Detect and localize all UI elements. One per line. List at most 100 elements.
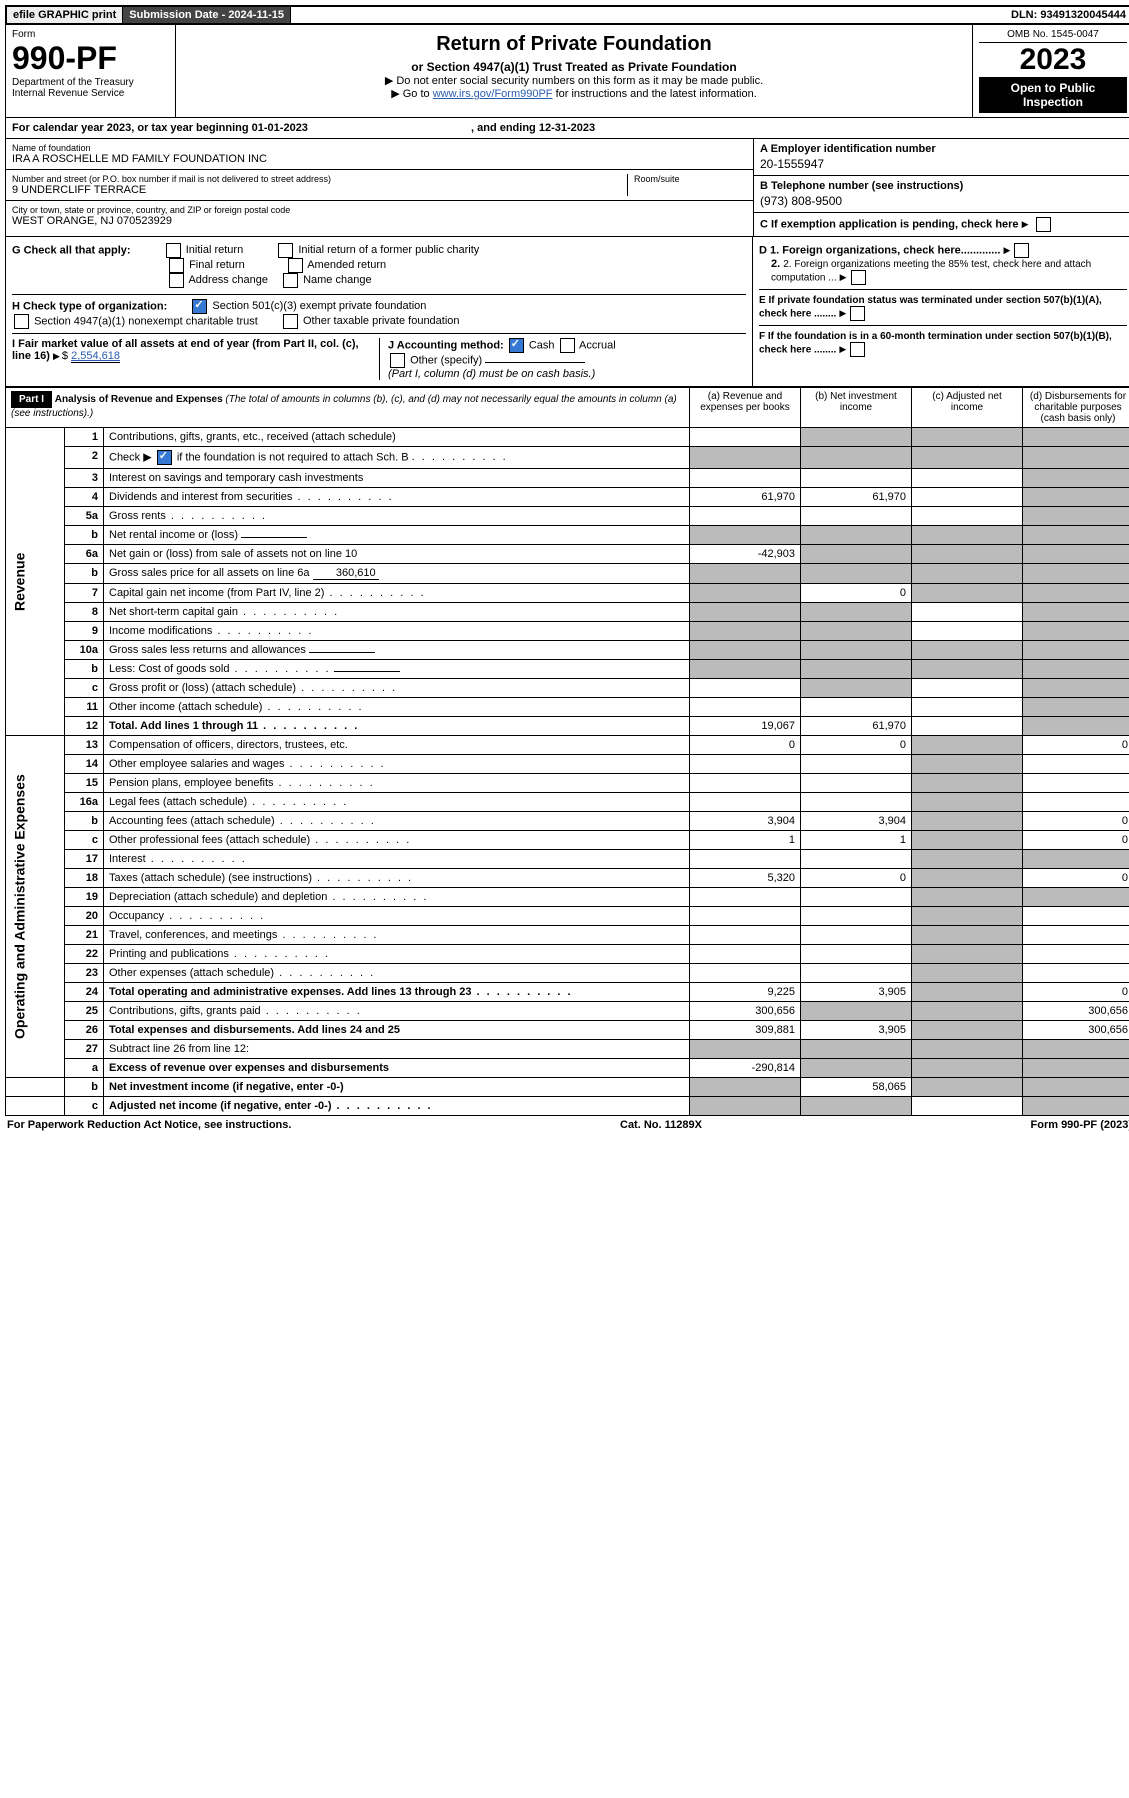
arrow-icon [1022,218,1031,230]
h-label: H Check type of organization: [12,300,167,312]
f-checkbox[interactable] [850,342,865,357]
row-26: 26Total expenses and disbursements. Add … [6,1021,1129,1040]
j-label: J Accounting method: [388,339,504,351]
col-a-header: (a) Revenue and expenses per books [690,388,801,428]
calendar-year-row: For calendar year 2023, or tax year begi… [5,118,1129,139]
phone-block: B Telephone number (see instructions) (9… [754,176,1129,213]
g-amended: Amended return [307,259,386,271]
initial-former-checkbox[interactable] [278,243,293,258]
initial-checkbox[interactable] [166,243,181,258]
accrual-checkbox[interactable] [560,338,575,353]
row-5a: 5aGross rents [6,507,1129,526]
row-1: Revenue1Contributions, gifts, grants, et… [6,428,1129,447]
r26-d: 300,656 [1023,1021,1129,1040]
addr-change-checkbox[interactable] [169,273,184,288]
r24-d: 0 [1023,983,1129,1002]
phone-value: (973) 808-9500 [760,192,1127,208]
r27b-b: 58,065 [801,1078,912,1097]
r27-desc: Subtract line 26 from line 12: [104,1040,690,1059]
schb-checkbox[interactable] [157,450,172,465]
fmv-value[interactable]: 2,554,618 [71,350,120,363]
cal-begin: 01-01-2023 [252,122,308,134]
r20-desc: Occupancy [109,910,164,922]
r27b-desc: Net investment income (if negative, ente… [104,1078,690,1097]
r7-desc: Capital gain net income (from Part IV, l… [109,587,324,599]
name-change-checkbox[interactable] [283,273,298,288]
row-27a: aExcess of revenue over expenses and dis… [6,1059,1129,1078]
arrow-icon [840,271,849,283]
row-19: 19Depreciation (attach schedule) and dep… [6,888,1129,907]
r27c-desc: Adjusted net income (if negative, enter … [109,1100,331,1112]
row-7: 7Capital gain net income (from Part IV, … [6,584,1129,603]
r16b-b: 3,904 [801,812,912,831]
efile-label[interactable]: efile GRAPHIC print [7,7,123,23]
addr-label: Number and street (or P.O. box number if… [12,174,627,184]
form990pf-link[interactable]: www.irs.gov/Form990PF [433,88,553,100]
amended-checkbox[interactable] [288,258,303,273]
row-10c: cGross profit or (loss) (attach schedule… [6,679,1129,698]
final-checkbox[interactable] [169,258,184,273]
other-tax-checkbox[interactable] [283,314,298,329]
r14-desc: Other employee salaries and wages [109,758,284,770]
c-checkbox[interactable] [1036,217,1051,232]
r2-post: if the foundation is not required to att… [177,451,409,463]
row-15: 15Pension plans, employee benefits [6,774,1129,793]
f-label: F If the foundation is in a 60-month ter… [759,331,1112,355]
h-row: H Check type of organization: Section 50… [12,294,746,329]
note-1: ▶ Do not enter social security numbers o… [182,74,966,87]
g-initial: Initial return [186,244,243,256]
r25-a: 300,656 [690,1002,801,1021]
j-other: Other (specify) [410,354,482,366]
phone-label: B Telephone number (see instructions) [760,180,1127,192]
other-method-checkbox[interactable] [390,353,405,368]
r7-b: 0 [801,584,912,603]
r17-desc: Interest [109,853,146,865]
r18-a: 5,320 [690,869,801,888]
501c3-checkbox[interactable] [192,299,207,314]
r2-desc: Check ▶ if the foundation is not require… [104,447,690,469]
r12-b: 61,970 [801,717,912,736]
part1-table: Part I Analysis of Revenue and Expenses … [5,387,1129,1116]
d1-checkbox[interactable] [1014,243,1029,258]
part1-title: Analysis of Revenue and Expenses [55,394,223,405]
r23-desc: Other expenses (attach schedule) [109,967,274,979]
dln: DLN: 93491320045444 [1005,7,1129,23]
e-checkbox[interactable] [850,306,865,321]
cal-mid: , and ending [471,122,539,134]
r16a-desc: Legal fees (attach schedule) [109,796,247,808]
footer-mid: Cat. No. 11289X [620,1119,702,1131]
form-number: 990-PF [12,40,169,77]
j-note: (Part I, column (d) must be on cash basi… [388,368,595,380]
r13-d: 0 [1023,736,1129,755]
row-3: 3Interest on savings and temporary cash … [6,469,1129,488]
r16c-d: 0 [1023,831,1129,850]
row-11: 11Other income (attach schedule) [6,698,1129,717]
r16b-a: 3,904 [690,812,801,831]
row-27: 27Subtract line 26 from line 12: [6,1040,1129,1059]
4947-checkbox[interactable] [14,314,29,329]
d-e-f-block: D 1. Foreign organizations, check here..… [753,237,1129,386]
row-9: 9Income modifications [6,622,1129,641]
cal-pre: For calendar year 2023, or tax year begi… [12,122,252,134]
d2-checkbox[interactable] [851,270,866,285]
j-accrual: Accrual [579,339,616,351]
top-bar: efile GRAPHIC print Submission Date - 20… [5,5,1129,25]
r2-pre: Check ▶ [109,451,152,463]
i-j-row: I Fair market value of all assets at end… [12,333,746,380]
title-block: Return of Private Foundation or Section … [176,25,973,117]
r24-b: 3,905 [801,983,912,1002]
r26-desc: Total expenses and disbursements. Add li… [104,1021,690,1040]
info-right: A Employer identification number 20-1555… [753,139,1129,236]
d1-row: D 1. Foreign organizations, check here..… [759,243,1127,258]
g-final: Final return [189,259,245,271]
g-initial-former: Initial return of a former public charit… [298,244,479,256]
h-4947: Section 4947(a)(1) nonexempt charitable … [34,315,258,327]
r11-desc: Other income (attach schedule) [109,701,262,713]
r6b-desc: Gross sales price for all assets on line… [109,567,310,579]
r5a-desc: Gross rents [109,510,166,522]
r16c-desc: Other professional fees (attach schedule… [109,834,310,846]
cash-checkbox[interactable] [509,338,524,353]
row-27c: cAdjusted net income (if negative, enter… [6,1097,1129,1116]
r16b-desc: Accounting fees (attach schedule) [109,815,275,827]
foundation-name-block: Name of foundation IRA A ROSCHELLE MD FA… [6,139,753,170]
